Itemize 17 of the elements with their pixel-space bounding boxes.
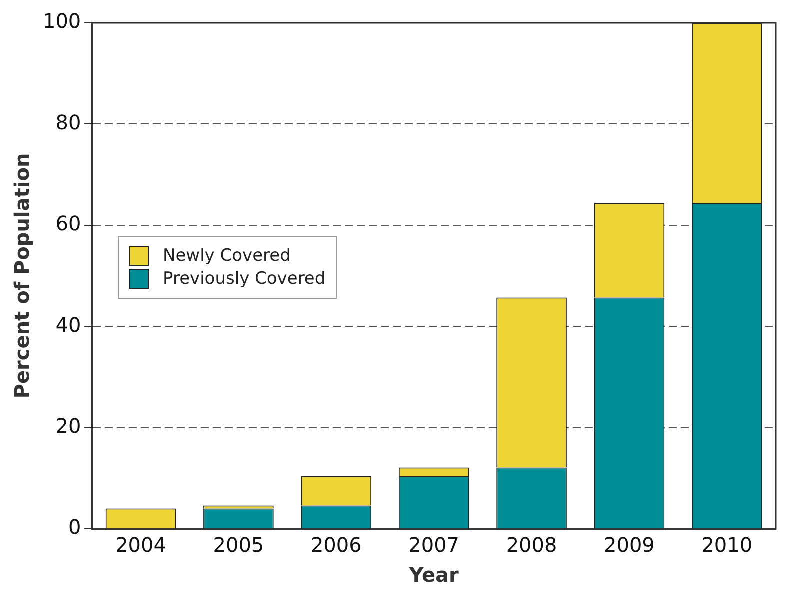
y-tick-label: 60 xyxy=(56,212,82,236)
x-tick-label: 2010 xyxy=(702,533,753,558)
x-tick-label: 2008 xyxy=(506,533,558,558)
y-tick-label: 20 xyxy=(56,414,82,438)
y-axis-title: Percent of Population xyxy=(10,153,34,399)
x-tick-label: 2009 xyxy=(604,533,655,558)
legend-label: Newly Covered xyxy=(163,246,291,266)
x-axis-title: Year xyxy=(408,563,460,588)
y-tick-label: 100 xyxy=(42,9,82,34)
y-tick-label: 0 xyxy=(68,515,82,540)
y-tick-label: 80 xyxy=(56,110,82,134)
x-tick-label: 2004 xyxy=(116,533,166,558)
x-tick-label: 2006 xyxy=(310,533,362,558)
legend-label: Previously Covered xyxy=(163,269,326,289)
y-tick-label: 40 xyxy=(56,312,82,337)
x-tick-label: 2005 xyxy=(213,533,264,558)
x-tick-label: 2007 xyxy=(408,533,460,558)
